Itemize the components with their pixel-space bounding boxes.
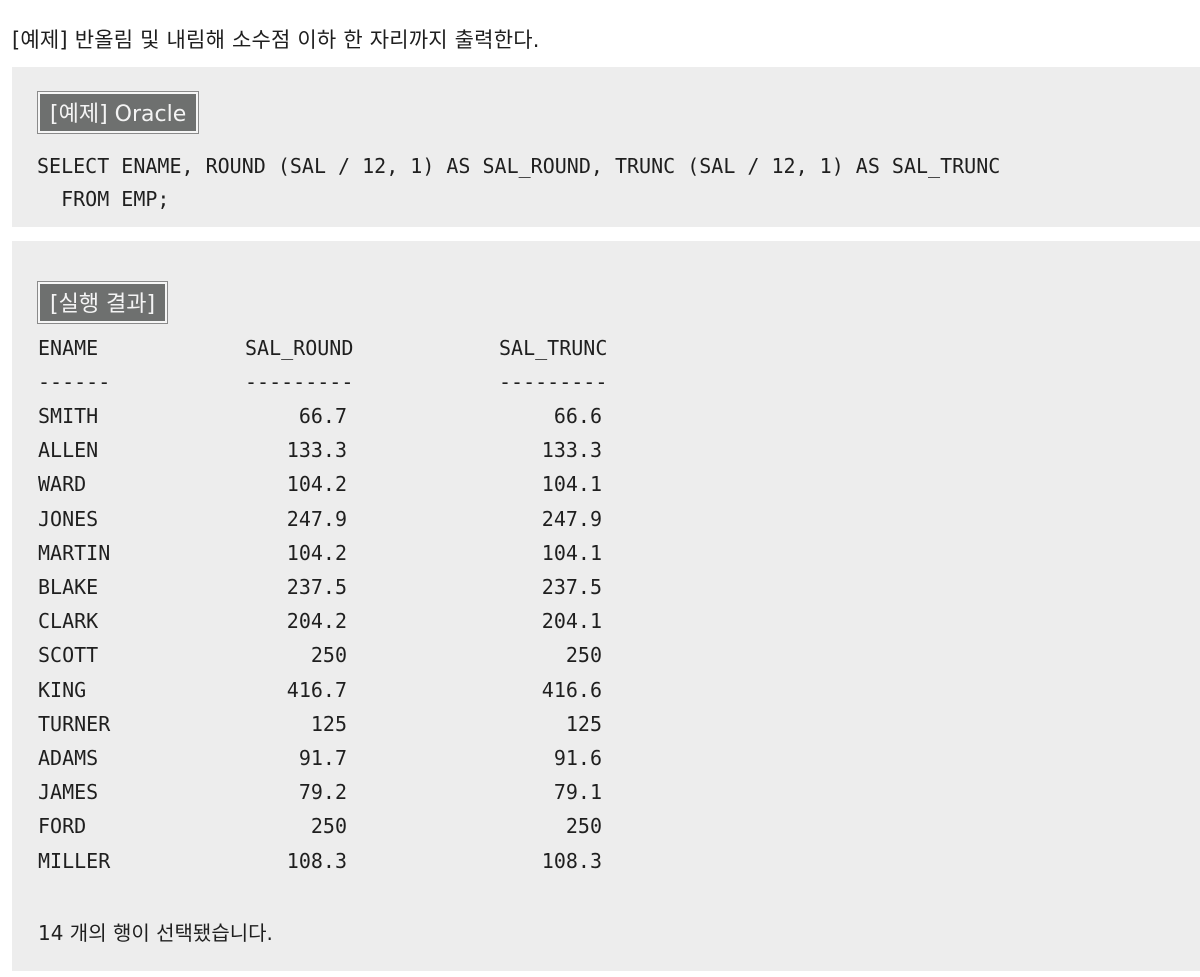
cell-sal-round: 104.2	[286, 540, 347, 565]
cell-sal-round: 247.9	[286, 506, 347, 531]
cell-sal-trunc: 104.1	[541, 472, 602, 497]
cell-ename: ALLEN	[38, 438, 99, 463]
cell-ename: CLARK	[38, 609, 99, 634]
cell-sal-round: 250	[310, 814, 347, 839]
cell-sal-round: 66.7	[298, 404, 347, 428]
cell-ename: MILLER	[38, 848, 111, 873]
table-row: MILLER 108.3 108.3	[12, 849, 1200, 883]
cell-sal-round: 416.7	[286, 677, 347, 702]
cell-ename: TURNER	[38, 711, 111, 736]
cell-ename: FORD	[38, 814, 87, 839]
table-row: ADAMS 91.7 91.6	[12, 746, 1200, 780]
cell-sal-trunc: 91.6	[553, 746, 602, 770]
table-row: TURNER 125 125	[12, 712, 1200, 746]
cell-sal-trunc: 66.6	[553, 404, 602, 428]
cell-sal-trunc: 104.1	[541, 540, 602, 565]
cell-sal-trunc: 204.1	[541, 609, 602, 634]
cell-ename: BLAKE	[38, 575, 99, 599]
table-row: SCOTT 250 250	[12, 643, 1200, 677]
cell-sal-round: 250	[310, 643, 347, 668]
result-footer: 14 개의 행이 선택됐습니다.	[38, 921, 273, 945]
cell-sal-round: 79.2	[298, 780, 347, 805]
cell-sal-trunc: 79.1	[553, 780, 602, 805]
cell-sal-trunc: 250	[565, 643, 602, 668]
column-header-ename: ENAME	[38, 336, 99, 360]
cell-sal-round: 104.2	[286, 472, 347, 497]
cell-sal-round: 204.2	[286, 609, 347, 634]
table-row: ALLEN 133.3 133.3	[12, 438, 1200, 472]
cell-sal-round: 125	[310, 711, 347, 736]
separator-sal-trunc: ---------	[499, 370, 608, 394]
table-row: KING 416.7 416.6	[12, 678, 1200, 712]
cell-sal-trunc: 250	[565, 814, 602, 839]
result-separator-row: ------ --------- ---------	[12, 370, 1200, 404]
cell-sal-trunc: 125	[565, 711, 602, 736]
cell-ename: ADAMS	[38, 746, 99, 770]
sql-line-2: FROM EMP;	[37, 187, 170, 211]
result-panel: [실행 결과] ENAME SAL_ROUND SAL_TRUNC ------…	[12, 241, 1200, 971]
cell-sal-trunc: 416.6	[541, 677, 602, 702]
page-heading: [예제] 반올림 및 내림해 소수점 이하 한 자리까지 출력한다.	[12, 28, 540, 52]
cell-ename: MARTIN	[38, 540, 111, 565]
cell-sal-trunc: 133.3	[541, 438, 602, 463]
cell-ename: JAMES	[38, 780, 99, 805]
cell-sal-trunc: 247.9	[541, 506, 602, 531]
cell-sal-round: 237.5	[286, 575, 347, 599]
cell-sal-trunc: 237.5	[541, 575, 602, 599]
sql-line-1: SELECT ENAME, ROUND (SAL / 12, 1) AS SAL…	[37, 154, 1001, 178]
cell-sal-round: 108.3	[286, 848, 347, 873]
table-row: JONES 247.9 247.9	[12, 507, 1200, 541]
table-row: FORD 250 250	[12, 814, 1200, 848]
example-tag: [예제] Oracle	[38, 92, 199, 133]
table-row: JAMES 79.2 79.1	[12, 780, 1200, 814]
code-example-panel: [예제] Oracle SELECT ENAME, ROUND (SAL / 1…	[12, 67, 1200, 227]
table-row: MARTIN 104.2 104.1	[12, 541, 1200, 575]
separator-sal-round: ---------	[245, 370, 354, 394]
cell-ename: WARD	[38, 472, 87, 497]
table-row: WARD 104.2 104.1	[12, 472, 1200, 506]
table-row: CLARK 204.2 204.1	[12, 609, 1200, 643]
table-row: SMITH 66.7 66.6	[12, 404, 1200, 438]
column-header-sal-round: SAL_ROUND	[245, 336, 354, 360]
cell-ename: SCOTT	[38, 643, 99, 668]
separator-ename: ------	[38, 370, 111, 394]
result-header-row: ENAME SAL_ROUND SAL_TRUNC	[12, 336, 1200, 370]
cell-ename: KING	[38, 677, 87, 702]
cell-ename: JONES	[38, 506, 99, 531]
cell-ename: SMITH	[38, 404, 99, 428]
result-tag: [실행 결과]	[38, 282, 168, 323]
cell-sal-trunc: 108.3	[541, 848, 602, 873]
table-row: BLAKE 237.5 237.5	[12, 575, 1200, 609]
column-header-sal-trunc: SAL_TRUNC	[499, 336, 608, 360]
cell-sal-round: 91.7	[298, 746, 347, 770]
cell-sal-round: 133.3	[286, 438, 347, 463]
